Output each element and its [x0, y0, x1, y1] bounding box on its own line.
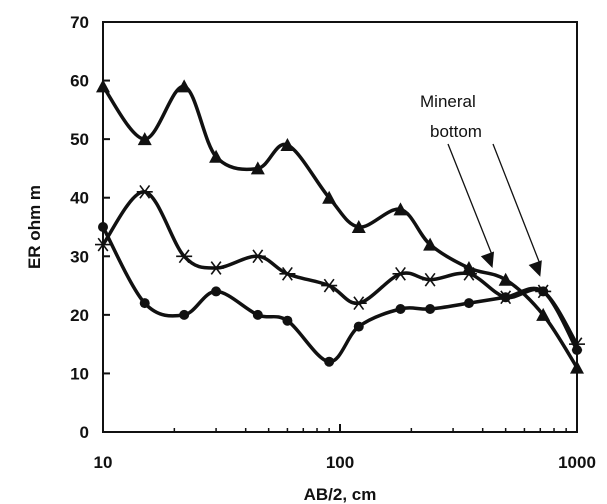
y-tick-label: 50 [70, 130, 89, 149]
annotation-arrow-shaft [448, 144, 492, 256]
circle-point [538, 286, 548, 296]
circle-point [282, 316, 292, 326]
annotation-line-mineral: Mineral [420, 92, 476, 111]
star-point [208, 262, 224, 275]
circle-point [179, 310, 189, 320]
series-line [103, 86, 577, 367]
x-axis-label: AB/2, cm [304, 485, 377, 504]
x-tick-label: 1000 [558, 453, 596, 472]
y-tick-label: 0 [80, 423, 89, 442]
plot-area [103, 22, 577, 432]
circle-point [354, 322, 364, 332]
annotation-line-bottom: bottom [430, 122, 482, 141]
y-tick-label: 20 [70, 306, 89, 325]
circle-point [253, 310, 263, 320]
circle-point [501, 292, 511, 302]
circle-point [464, 298, 474, 308]
circle-point [140, 298, 150, 308]
star-point [422, 273, 438, 286]
x-tick-label: 100 [326, 453, 354, 472]
circle-point [211, 286, 221, 296]
series-line [103, 192, 577, 344]
star-point [351, 297, 367, 310]
y-axis-label: ER ohm m [25, 185, 44, 269]
y-tick-label: 10 [70, 364, 89, 383]
triangle-point [499, 273, 513, 286]
circle-point [395, 304, 405, 314]
y-tick-label: 70 [70, 13, 89, 32]
circle-point [98, 222, 108, 232]
star-point [250, 250, 266, 263]
x-tick-label: 10 [94, 453, 113, 472]
circle-point [572, 345, 582, 355]
annotation-arrow-head [529, 260, 542, 276]
series-layer [95, 79, 585, 373]
y-tick-label: 40 [70, 189, 89, 208]
y-tick-label: 60 [70, 72, 89, 91]
annotation-arrow-head [481, 252, 494, 268]
circle-point [324, 357, 334, 367]
annotation-arrow-shaft [493, 144, 540, 265]
circle-point [425, 304, 435, 314]
y-tick-label: 30 [70, 247, 89, 266]
triangle-point [177, 79, 191, 92]
